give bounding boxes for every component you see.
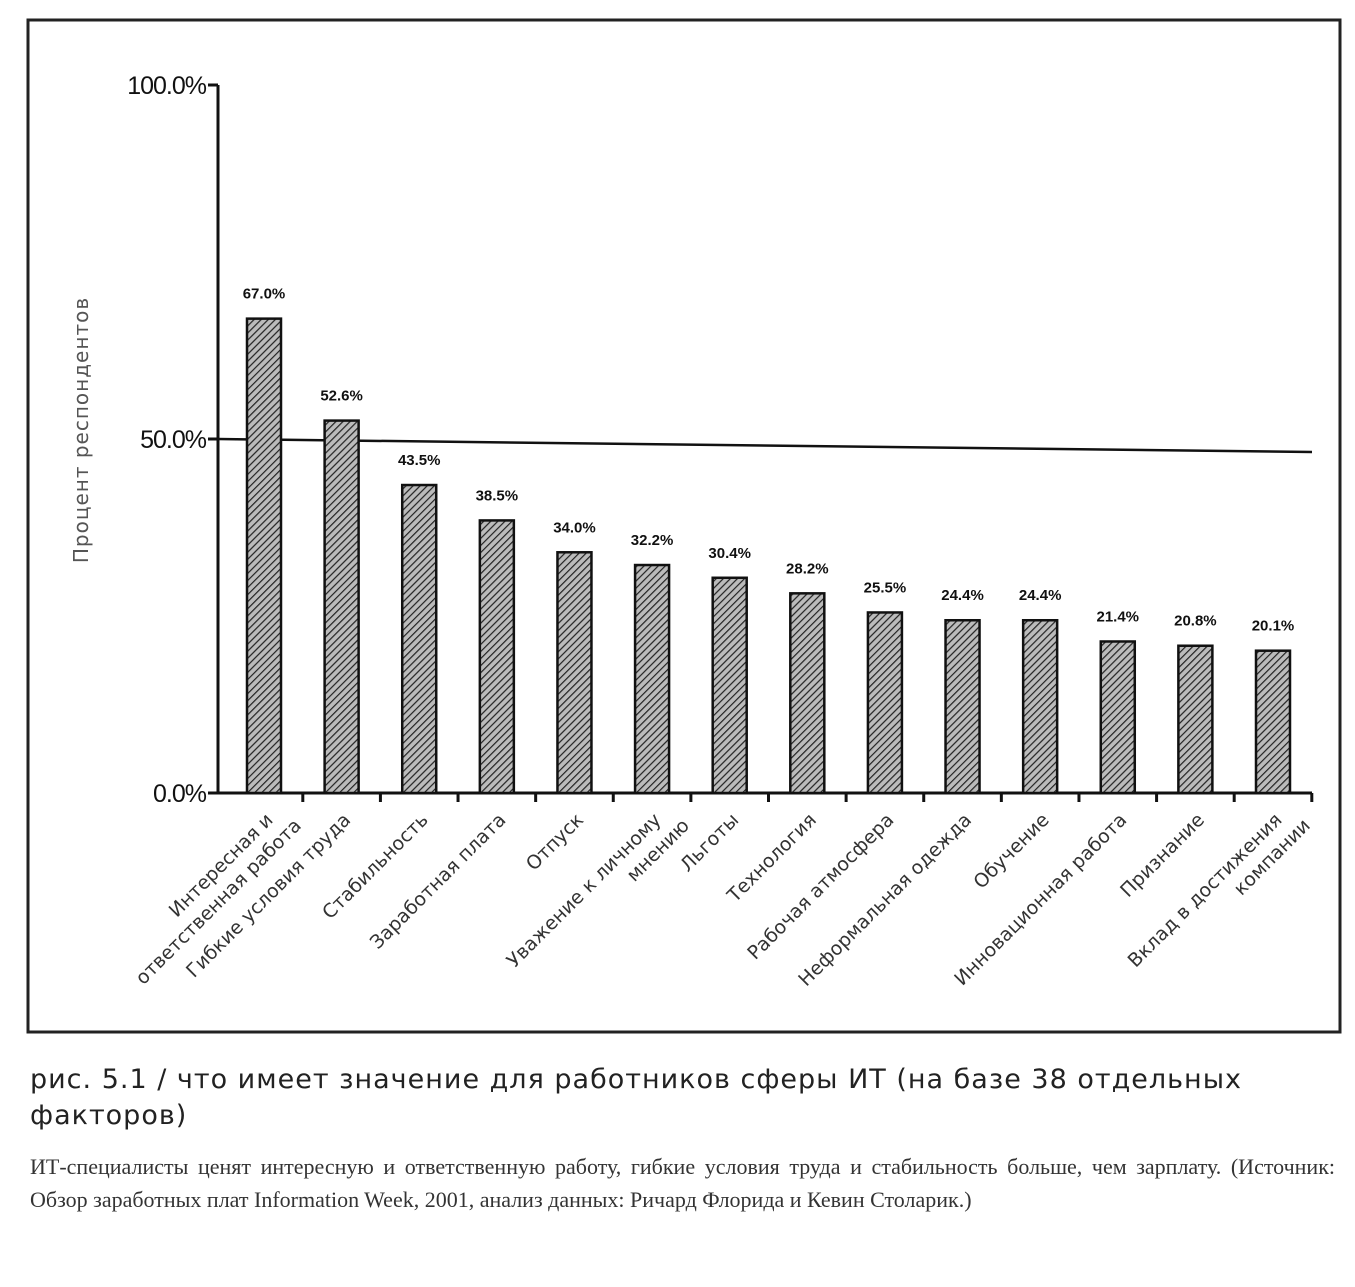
- chart-frame: [26, 18, 1342, 1034]
- x-tick-label: Льготы: [676, 809, 743, 876]
- y-axis-label: Процент респондентов: [69, 297, 93, 563]
- reference-line-50: [217, 437, 1313, 454]
- x-tick-label-line: Вклад в достижения: [1124, 809, 1287, 972]
- figure-caption-body: ИТ-специалисты ценят интересную и ответс…: [30, 1154, 1335, 1212]
- x-tick-label: Уважение к личномумнению: [503, 798, 694, 989]
- bar: [245, 317, 283, 795]
- y-tick-label: 100.0%: [127, 72, 207, 100]
- bar: [866, 611, 904, 795]
- x-tick-label-line: Отпуск: [522, 809, 588, 875]
- x-tick-label: Обучение: [969, 809, 1053, 893]
- data-label: 20.1%: [1252, 618, 1295, 635]
- x-tick-label: Вклад в достижениякомпании: [1124, 798, 1315, 989]
- bar: [711, 576, 748, 795]
- data-label: 32.2%: [631, 532, 674, 549]
- bar: [633, 563, 671, 795]
- bar: [1021, 618, 1059, 795]
- bar: [789, 592, 826, 795]
- y-tick-label: 0.0%: [153, 780, 207, 808]
- bar: [1099, 640, 1137, 795]
- data-label: 38.5%: [476, 487, 519, 504]
- bar: [944, 618, 981, 795]
- data-label: 25.5%: [864, 579, 907, 596]
- figure-caption-title: рис. 5.1 / что имеет значение для работн…: [30, 1064, 1242, 1131]
- x-tick-label-line: Уважение к личному: [503, 809, 666, 972]
- data-label: 24.4%: [1019, 587, 1062, 604]
- bar: [478, 519, 516, 795]
- x-tick-label-line: Заработная плата: [366, 809, 511, 954]
- bar-chart: 0.0% 50.0% 100.0% Процент респондентов 67.0%…: [26, 18, 1342, 1034]
- bar: [400, 483, 438, 795]
- data-label: 34.0%: [553, 519, 596, 536]
- x-tick-label: Отпуск: [522, 809, 588, 875]
- data-label: 20.8%: [1174, 613, 1217, 630]
- x-tick-label-line: Льготы: [676, 809, 743, 876]
- x-tick-label-line: Рабочая атмосфера: [743, 809, 898, 964]
- x-tick-label: Рабочая атмосфера: [743, 809, 898, 964]
- data-label: 28.2%: [786, 560, 829, 577]
- data-label: 52.6%: [320, 388, 363, 405]
- x-tick-label-line: ответственная работа: [131, 815, 305, 989]
- data-label: 67.0%: [243, 286, 286, 303]
- x-tick-label-line: Обучение: [969, 809, 1053, 893]
- bar: [1254, 649, 1292, 795]
- x-tick-label: Заработная плата: [366, 809, 511, 954]
- bar: [323, 419, 360, 795]
- data-label: 21.4%: [1096, 608, 1139, 625]
- data-label: 30.4%: [708, 545, 751, 562]
- bar: [556, 551, 593, 795]
- bar: [1177, 644, 1214, 795]
- y-tick-label: 50.0%: [140, 426, 207, 454]
- data-label: 43.5%: [398, 452, 441, 469]
- data-label: 24.4%: [941, 587, 984, 604]
